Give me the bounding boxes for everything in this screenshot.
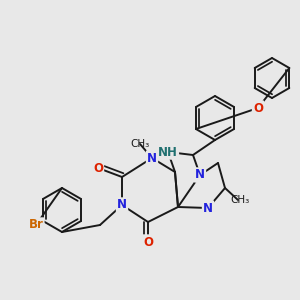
Text: O: O <box>143 236 153 248</box>
Text: O: O <box>253 101 263 115</box>
Text: N: N <box>117 199 127 212</box>
Text: CH₃: CH₃ <box>230 195 250 205</box>
Text: N: N <box>203 202 213 214</box>
Text: N: N <box>147 152 157 164</box>
Text: CH₃: CH₃ <box>130 139 150 149</box>
Text: NH: NH <box>158 146 178 158</box>
Text: N: N <box>195 169 205 182</box>
Text: Br: Br <box>28 218 44 232</box>
Text: O: O <box>93 161 103 175</box>
